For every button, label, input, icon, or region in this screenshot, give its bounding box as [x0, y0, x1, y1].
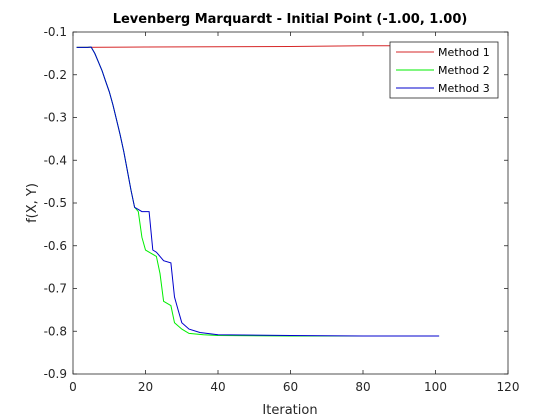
- y-tick-label: -0.8: [44, 324, 67, 338]
- x-tick-label: 120: [497, 380, 520, 394]
- series-line-method-3: [76, 46, 440, 337]
- y-tick-label: -0.3: [44, 111, 67, 125]
- y-tick-label: -0.2: [44, 68, 67, 82]
- legend-label-method-2: Method 2: [438, 64, 490, 77]
- y-axis: -0.1 -0.2 -0.3 -0.4 -0.5 -0.6 -0.7 -0.8 -0.9: [44, 25, 508, 381]
- legend: Method 1 Method 2 Method 3: [389, 41, 499, 99]
- y-tick-label: -0.7: [44, 282, 67, 296]
- x-axis: 0 20 40 60 80 100 120: [69, 32, 519, 394]
- x-tick-label: 100: [424, 380, 447, 394]
- y-tick-label: -0.1: [44, 25, 67, 39]
- legend-label-method-3: Method 3: [438, 82, 490, 95]
- x-tick-label: 40: [210, 380, 225, 394]
- x-axis-label: Iteration: [262, 403, 317, 418]
- y-axis-label: f(X, Y): [25, 183, 40, 223]
- legend-label-method-1: Method 1: [438, 46, 490, 59]
- chart-title: Levenberg Marquardt - Initial Point (-1.…: [113, 12, 468, 27]
- x-tick-label: 0: [69, 380, 77, 394]
- x-tick-label: 60: [283, 380, 298, 394]
- y-tick-label: -0.9: [44, 367, 67, 381]
- y-tick-label: -0.5: [44, 196, 67, 210]
- y-tick-label: -0.4: [44, 153, 67, 167]
- x-tick-label: 20: [138, 380, 153, 394]
- y-tick-label: -0.6: [44, 239, 67, 253]
- x-tick-label: 80: [355, 380, 370, 394]
